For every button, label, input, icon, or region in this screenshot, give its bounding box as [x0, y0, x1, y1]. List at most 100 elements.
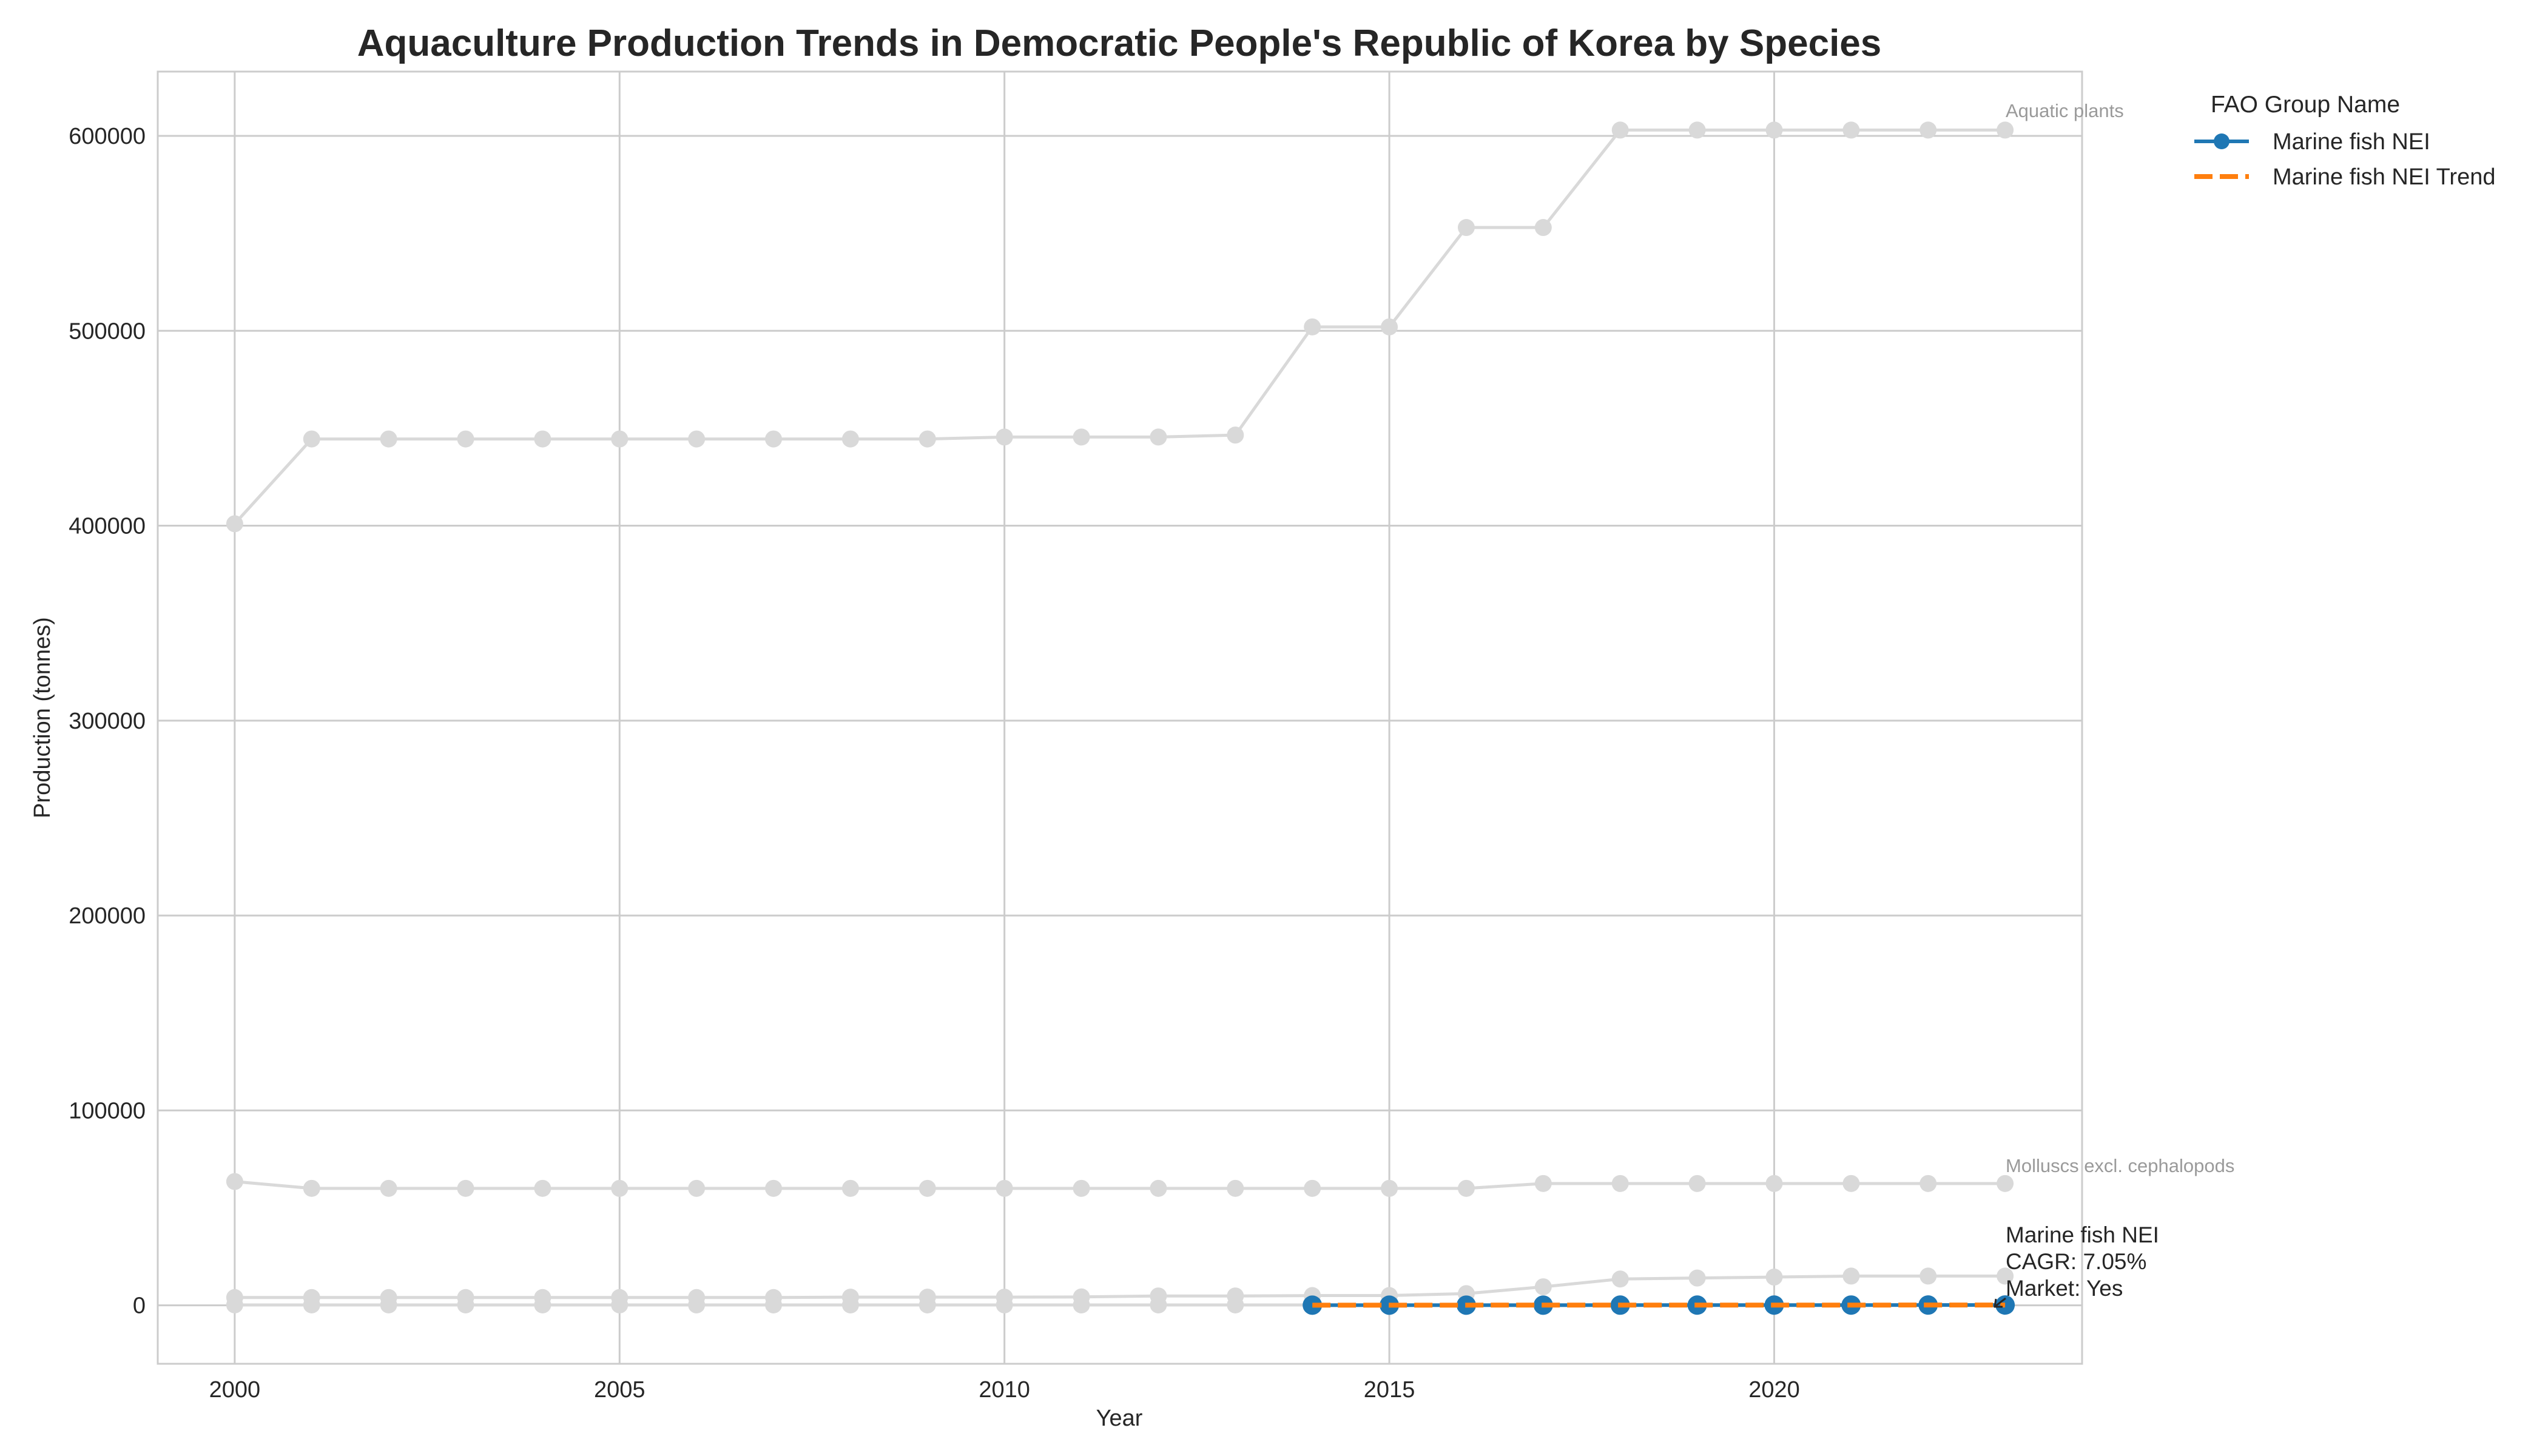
highlight-series [1303, 1295, 2015, 1315]
background-series-point [1073, 1296, 1090, 1313]
y-axis-label: Production (tonnes) [30, 617, 55, 818]
annotation-line-1: Marine fish NEI [2006, 1222, 2159, 1247]
x-tick-label: 2020 [1748, 1377, 1800, 1403]
y-tick-label: 100000 [69, 1098, 146, 1124]
chart-title: Aquaculture Production Trends in Democra… [357, 22, 1882, 64]
background-series-point [1997, 1175, 2014, 1192]
y-tick-label: 0 [133, 1293, 146, 1319]
background-series-point [765, 1179, 783, 1197]
background-series-point [918, 1179, 936, 1197]
background-series-line [234, 1180, 2006, 1190]
background-series-point [1534, 219, 1552, 237]
background-series-point [1534, 1278, 1552, 1296]
annotation-arrow [1995, 1297, 2006, 1307]
background-series-point [1457, 1179, 1475, 1197]
background-series-point [1534, 1175, 1552, 1192]
background-series-point [996, 1179, 1013, 1197]
background-series-point [841, 1179, 859, 1197]
background-series-point [918, 1296, 936, 1313]
background-series-point [1765, 1175, 1783, 1192]
background-series-point [1919, 1267, 1937, 1285]
grid-lines [158, 72, 2082, 1364]
background-series-point [534, 1296, 551, 1313]
y-tick-label: 500000 [69, 318, 146, 344]
background-series-point [457, 1179, 474, 1197]
background-series-point [611, 430, 629, 448]
background-series-point [380, 1179, 397, 1197]
annotation-line-2: CAGR: 7.05% [2006, 1249, 2146, 1274]
background-series-point [457, 1296, 474, 1313]
background-series-point [1611, 1270, 1629, 1288]
legend-label-trend: Marine fish NEI Trend [2273, 164, 2495, 190]
background-series-point [1227, 1179, 1244, 1197]
x-tick-label: 2000 [209, 1377, 261, 1403]
background-series-point [611, 1179, 629, 1197]
background-series [226, 121, 2014, 1313]
background-series-line [234, 1274, 2006, 1299]
y-tick-label: 200000 [69, 903, 146, 929]
y-tick-label: 300000 [69, 709, 146, 734]
background-series-point [1765, 1269, 1783, 1286]
background-series-point [1227, 426, 1244, 444]
background-series-point [918, 430, 936, 448]
background-series-point [688, 1179, 706, 1197]
background-series-point [1073, 428, 1090, 446]
background-series-point [457, 430, 474, 448]
legend-label-marine-fish: Marine fish NEI [2273, 129, 2430, 155]
background-series-point [226, 1173, 243, 1190]
background-series-point [1611, 1175, 1629, 1192]
background-series-point [1304, 318, 1321, 335]
series-label-aquatic-plants: Aquatic plants [2006, 100, 2124, 121]
legend: FAO Group Name Marine fish NEI Marine fi… [2194, 92, 2495, 190]
background-series-point [1842, 1175, 1860, 1192]
background-series-point [996, 428, 1013, 446]
background-series-point [1304, 1179, 1321, 1197]
background-series-point [1150, 1296, 1167, 1313]
background-series-point [303, 1179, 320, 1197]
background-series-point [1765, 121, 1783, 139]
y-tick-label: 400000 [69, 514, 146, 539]
x-axis-label: Year [1096, 1406, 1143, 1431]
y-tick-label: 600000 [69, 124, 146, 149]
background-series-point [1688, 1175, 1706, 1192]
background-series-point [380, 430, 397, 448]
background-series-point [1997, 1267, 2014, 1285]
legend-title: FAO Group Name [2211, 92, 2400, 118]
background-series-point [534, 430, 551, 448]
background-series-point [1688, 121, 1706, 139]
x-tick-label: 2005 [594, 1377, 645, 1403]
series-label-molluscs: Molluscs excl. cephalopods [2006, 1155, 2234, 1176]
legend-marker-marine-fish [2214, 133, 2230, 149]
annotation-arrow-head [1994, 1298, 2003, 1308]
background-series-line [234, 128, 2006, 525]
annotation: Marine fish NEI CAGR: 7.05% Market: Yes [1994, 1222, 2159, 1308]
background-series-point [996, 1296, 1013, 1313]
background-series-point [226, 1296, 243, 1313]
x-tick-label: 2010 [979, 1377, 1030, 1403]
background-series-point [1073, 1179, 1090, 1197]
background-series-point [1997, 121, 2014, 139]
background-series-point [841, 1296, 859, 1313]
background-series-point [1150, 1179, 1167, 1197]
background-series-point [1919, 1175, 1937, 1192]
background-series-point [765, 430, 783, 448]
background-series-point [688, 430, 706, 448]
background-series-point [841, 430, 859, 448]
background-series-point [1457, 219, 1475, 237]
background-series-point [226, 515, 243, 533]
plot-frame [157, 70, 2083, 1365]
background-series-point [1381, 318, 1398, 335]
background-series-point [611, 1296, 629, 1313]
background-series-point [534, 1179, 551, 1197]
background-series-point [1919, 121, 1937, 139]
background-series-point [1688, 1269, 1706, 1287]
tick-labels: 2000 2005 2010 2015 2020 0 100000 200000 300000 4… [69, 124, 1800, 1403]
background-series-point [303, 430, 320, 448]
background-series-point [765, 1296, 783, 1313]
background-series-point [303, 1296, 320, 1313]
background-series-point [688, 1296, 706, 1313]
annotation-line-3: Market: Yes [2006, 1276, 2123, 1301]
background-series-point [380, 1296, 397, 1313]
background-series-point [1842, 121, 1860, 139]
